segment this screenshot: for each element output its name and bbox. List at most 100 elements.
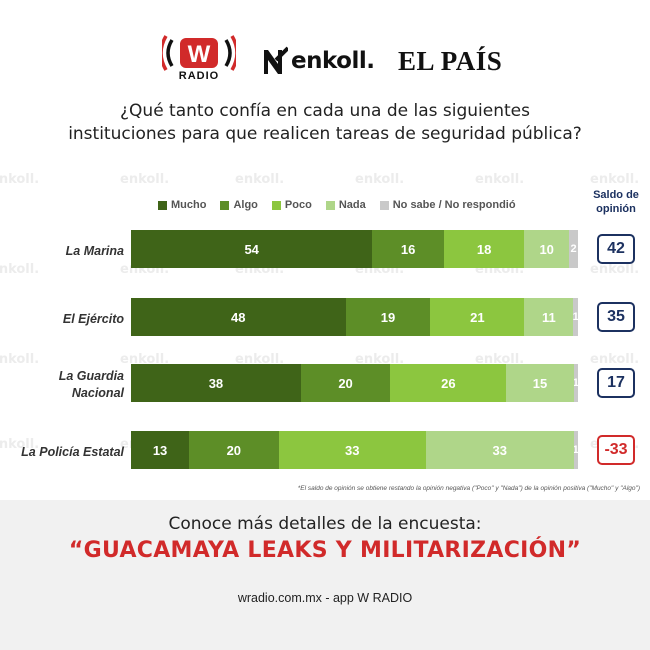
bar-segment: 10 bbox=[524, 230, 570, 268]
wradio-logo-mark: W bbox=[162, 35, 236, 71]
legend-label: Nada bbox=[338, 199, 366, 211]
wradio-logo-text: RADIO bbox=[178, 70, 220, 82]
bar-segment: 20 bbox=[189, 431, 279, 469]
question-line-2: instituciones para que realicen tareas d… bbox=[68, 124, 582, 144]
banner-intro-text: Conoce más detalles de la encuesta: bbox=[168, 514, 482, 534]
bar-value-label: 1 bbox=[573, 311, 578, 323]
legend-item: Poco bbox=[271, 199, 312, 211]
legend-label: Mucho bbox=[171, 199, 207, 211]
bar-value-label: 16 bbox=[400, 241, 416, 257]
legend-swatch bbox=[325, 200, 335, 210]
bar-value-label: 19 bbox=[380, 309, 396, 325]
legend-label: Algo bbox=[233, 199, 258, 211]
watermark: enkoll. bbox=[0, 172, 40, 187]
watermark: enkoll. bbox=[235, 352, 285, 367]
bar-value-label: 20 bbox=[338, 375, 353, 391]
watermark: enkoll. bbox=[120, 172, 170, 187]
bar-segment: 20 bbox=[300, 364, 391, 402]
bar-segment: 54 bbox=[131, 230, 373, 268]
banner-source-link[interactable]: wradio.com.mx - app W RADIO bbox=[237, 591, 413, 605]
watermark: enkoll. bbox=[0, 262, 40, 277]
bar-value-label: 1 bbox=[573, 444, 578, 456]
bar-value-label: 18 bbox=[476, 241, 492, 257]
bar-segment: 19 bbox=[345, 298, 431, 336]
chart-legend: Mucho Algo Poco Nada No sabe / No respondió bbox=[158, 199, 516, 211]
bar-value-label: 33 bbox=[345, 442, 360, 458]
legend-label: No sabe / No respondió bbox=[392, 199, 516, 211]
saldo-value-box: 42 bbox=[597, 234, 635, 264]
bar-segment: 1 bbox=[573, 298, 578, 336]
legend-swatch bbox=[220, 200, 230, 210]
bar-value-label: 13 bbox=[152, 442, 168, 458]
saldo-header-line-1: Saldo de bbox=[593, 189, 639, 201]
saldo-value-box: -33 bbox=[597, 435, 635, 465]
enkoll-logo-mark bbox=[264, 46, 288, 74]
chart-footnote: *El saldo de opinión se obtiene restando… bbox=[297, 485, 640, 492]
bar-row: 13 20 33 33 1 bbox=[131, 431, 578, 469]
bar-segment: 26 bbox=[390, 364, 507, 402]
bar-value-label: 21 bbox=[470, 309, 485, 325]
legend-swatch bbox=[271, 200, 281, 210]
bar-row: 54 16 18 10 2 bbox=[131, 230, 578, 268]
legend-item: Algo bbox=[220, 199, 258, 211]
watermark: enkoll. bbox=[590, 352, 640, 367]
bar-value-label: 38 bbox=[208, 375, 224, 391]
watermark: enkoll. bbox=[355, 352, 405, 367]
watermark: enkoll. bbox=[0, 352, 40, 367]
enkoll-logo: enkoll. bbox=[262, 44, 375, 78]
bar-segment: 13 bbox=[131, 431, 190, 469]
promo-banner bbox=[0, 500, 650, 650]
bar-segment: 1 bbox=[573, 431, 578, 469]
bar-value-label: 48 bbox=[231, 309, 246, 325]
category-label: El Ejército bbox=[62, 312, 124, 326]
bar-value-label: 15 bbox=[532, 375, 548, 391]
watermark: enkoll. bbox=[475, 352, 525, 367]
saldo-header-line-2: opinión bbox=[596, 203, 636, 215]
bar-segment: 2 bbox=[569, 230, 578, 268]
watermark: enkoll. bbox=[0, 437, 40, 452]
wradio-logo: W RADIO bbox=[162, 34, 236, 84]
bar-segment: 33 bbox=[426, 431, 574, 469]
watermark: enkoll. bbox=[235, 172, 285, 187]
legend-item: Nada bbox=[325, 199, 366, 211]
category-label: La Marina bbox=[65, 244, 124, 258]
saldo-value-box: 17 bbox=[597, 368, 635, 398]
bar-segment: 18 bbox=[443, 230, 525, 268]
elpais-logo: EL PAÍS bbox=[398, 46, 503, 76]
bar-value-label: 2 bbox=[570, 243, 577, 255]
legend-item: Mucho bbox=[158, 199, 206, 211]
bar-segment: 38 bbox=[131, 364, 301, 402]
question-line-1: ¿Qué tanto confía en cada una de las sig… bbox=[120, 101, 530, 121]
saldo-value-box: 35 bbox=[597, 302, 635, 332]
bar-value-label: 26 bbox=[441, 375, 456, 391]
bar-value-label: 11 bbox=[542, 309, 556, 325]
watermark: enkoll. bbox=[590, 262, 640, 277]
bar-value-label: 54 bbox=[244, 241, 259, 257]
bar-segment: 11 bbox=[524, 298, 574, 336]
watermark: enkoll. bbox=[120, 352, 170, 367]
bar-segment: 16 bbox=[372, 230, 444, 268]
bar-segment: 33 bbox=[278, 431, 426, 469]
bar-value-label: 20 bbox=[226, 442, 242, 458]
watermark: enkoll. bbox=[590, 172, 640, 187]
watermark: enkoll. bbox=[355, 172, 405, 187]
bar-segment: 48 bbox=[131, 298, 346, 336]
bar-row: 38 20 26 15 1 bbox=[131, 364, 578, 402]
legend-swatch bbox=[379, 200, 389, 210]
category-label: La Guardia Nacional bbox=[58, 369, 124, 400]
saldo-header: Saldo de opinión bbox=[586, 188, 646, 216]
banner-headline-link[interactable]: “GUACAMAYA LEAKS Y MILITARIZACIÓN” bbox=[68, 538, 582, 563]
bar-value-label: 33 bbox=[492, 442, 507, 458]
bar-segment: 21 bbox=[430, 298, 525, 336]
legend-label: Poco bbox=[284, 199, 312, 211]
chart-question: ¿Qué tanto confía en cada una de las sig… bbox=[0, 100, 650, 146]
enkoll-logo-text: enkoll. bbox=[291, 48, 375, 74]
legend-item: No sabe / No respondió bbox=[379, 199, 516, 211]
wradio-logo-letter: W bbox=[188, 41, 211, 68]
bar-value-label: 10 bbox=[539, 241, 554, 257]
bar-row: 48 19 21 11 1 bbox=[131, 298, 578, 336]
bar-segment: 15 bbox=[506, 364, 574, 402]
bar-segment: 1 bbox=[573, 364, 578, 402]
bar-value-label: 1 bbox=[573, 377, 578, 389]
category-label: La Policía Estatal bbox=[21, 445, 124, 459]
